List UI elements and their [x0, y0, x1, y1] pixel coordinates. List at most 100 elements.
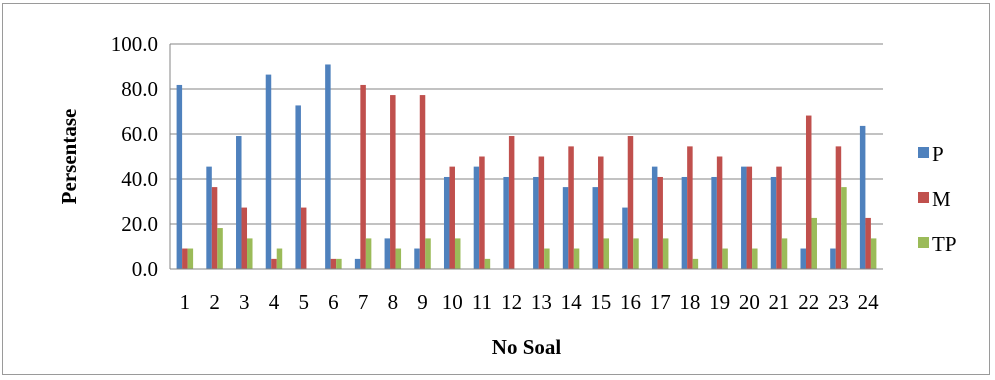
x-tick-label: 8 — [388, 290, 399, 314]
x-tick-label: 13 — [531, 290, 552, 314]
bar-M-16 — [627, 136, 634, 269]
bar-M-11 — [479, 156, 485, 269]
bar-M-17 — [657, 176, 663, 269]
bar-P-19 — [711, 176, 717, 269]
x-tick-label: 16 — [620, 290, 641, 314]
bar-M-15 — [598, 156, 604, 269]
x-tick-label: 20 — [739, 290, 760, 314]
bar-M-3 — [241, 207, 248, 269]
legend-label-M: M — [932, 187, 951, 211]
legend-label-P: P — [932, 142, 944, 166]
y-tick-labels: 0.0 20.0 40.0 60.0 80.0 100.0 — [111, 32, 158, 281]
bar-TP-10 — [454, 238, 461, 269]
bar-TP-11 — [484, 258, 491, 269]
bar-M-12 — [508, 136, 515, 269]
bar-P-13 — [533, 176, 539, 269]
y-tick-label: 60.0 — [121, 122, 158, 146]
x-tick-label: 9 — [417, 290, 428, 314]
bar-M-24 — [865, 217, 871, 269]
x-tick-label: 24 — [858, 290, 880, 314]
bar-P-1 — [176, 84, 183, 269]
x-tick-label: 1 — [180, 290, 191, 314]
bar-P-22 — [800, 248, 806, 269]
bar-P-4 — [265, 74, 272, 269]
y-axis-title: Persentase — [57, 109, 81, 205]
bar-M-10 — [449, 166, 455, 269]
y-tick-label: 80.0 — [121, 77, 158, 101]
bar-TP-19 — [722, 248, 728, 269]
bars — [176, 64, 877, 270]
bar-P-17 — [651, 166, 658, 269]
bar-M-7 — [360, 84, 366, 269]
bar-TP-20 — [752, 248, 758, 269]
bar-TP-4 — [276, 248, 283, 269]
bar-P-3 — [236, 136, 242, 269]
chart-frame: 0.0 20.0 40.0 60.0 80.0 100.0 1 2 3 4 5 6 7 8 9 10 11 12… — [2, 3, 990, 375]
bar-M-8 — [390, 95, 396, 269]
bar-TP-6 — [336, 258, 342, 269]
bar-M-21 — [776, 166, 782, 269]
bar-TP-22 — [811, 217, 817, 269]
x-tick-label: 3 — [239, 290, 250, 314]
y-tick-label: 0.0 — [132, 257, 158, 281]
bar-P-20 — [741, 166, 747, 269]
bar-P-14 — [562, 187, 569, 269]
bar-M-19 — [716, 156, 723, 269]
bar-P-6 — [325, 64, 331, 269]
bar-P-24 — [859, 125, 866, 270]
bar-TP-13 — [544, 248, 550, 269]
bar-TP-21 — [781, 238, 788, 269]
bar-M-2 — [211, 187, 218, 269]
bar-P-10 — [443, 176, 450, 269]
x-tick-label: 23 — [828, 290, 849, 314]
x-tick-label: 11 — [472, 290, 492, 314]
bar-TP-16 — [633, 238, 639, 269]
bar-P-15 — [592, 187, 599, 269]
y-tick-label: 20.0 — [121, 212, 158, 236]
bar-M-6 — [330, 258, 337, 269]
x-axis-title: No Soal — [492, 335, 562, 359]
legend-label-TP: TP — [932, 232, 957, 256]
bar-TP-3 — [247, 238, 253, 269]
legend: PM TP — [918, 142, 957, 256]
x-tick-labels: 1 2 3 4 5 6 7 8 9 10 11 12 13 14 15 16 17 18 19 20 21 22 23 24 — [180, 290, 880, 314]
legend-swatch-M — [918, 192, 929, 203]
x-tick-label: 22 — [798, 290, 819, 314]
y-tick-label: 40.0 — [121, 167, 158, 191]
x-tick-label: 2 — [209, 290, 220, 314]
bar-M-18 — [687, 146, 693, 269]
bar-M-22 — [805, 115, 812, 269]
bar-TP-15 — [603, 238, 610, 269]
bar-M-9 — [419, 95, 426, 269]
bar-P-7 — [354, 258, 361, 269]
x-tick-label: 17 — [650, 290, 671, 314]
x-tick-label: 12 — [501, 290, 522, 314]
bar-M-4 — [271, 258, 277, 269]
x-tick-label: 5 — [298, 290, 309, 314]
bar-P-23 — [830, 248, 836, 269]
bar-P-11 — [473, 166, 480, 269]
bar-P-5 — [295, 105, 301, 269]
bar-TP-8 — [395, 248, 402, 269]
bar-TP-18 — [692, 258, 699, 269]
bar-P-12 — [503, 176, 509, 269]
bar-TP-24 — [870, 238, 877, 269]
bar-M-5 — [300, 207, 307, 269]
bar-M-23 — [835, 146, 842, 269]
legend-swatch-TP — [918, 237, 929, 248]
bar-TP-2 — [217, 228, 223, 269]
x-tick-label: 19 — [709, 290, 730, 314]
bar-TP-9 — [425, 238, 431, 269]
legend-swatch-P — [918, 147, 929, 158]
bar-TP-14 — [573, 248, 580, 269]
x-tick-label: 21 — [769, 290, 790, 314]
x-tick-label: 15 — [590, 290, 611, 314]
bar-TP-17 — [662, 238, 669, 269]
axes — [169, 44, 883, 270]
bar-M-13 — [538, 156, 545, 269]
x-tick-label: 7 — [358, 290, 369, 314]
bar-P-16 — [622, 207, 628, 269]
bar-P-21 — [770, 176, 777, 269]
bar-P-2 — [206, 166, 212, 269]
